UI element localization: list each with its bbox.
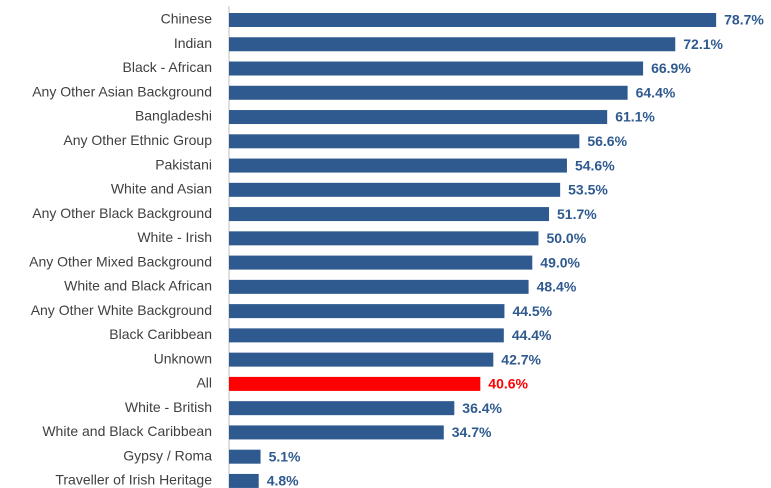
bar [229, 85, 628, 100]
category-label: Indian [174, 35, 212, 51]
bar [229, 182, 561, 197]
value-label: 61.1% [615, 109, 655, 125]
category-label: White and Black Caribbean [42, 423, 212, 439]
bar [229, 231, 539, 246]
category-label: Bangladeshi [135, 108, 212, 124]
category-label: Any Other Mixed Background [29, 253, 212, 269]
bar [229, 255, 533, 270]
value-label: 66.9% [651, 60, 691, 76]
category-label: Unknown [154, 350, 212, 366]
value-label: 44.4% [512, 327, 552, 343]
value-label: 78.7% [724, 12, 764, 28]
value-label: 53.5% [568, 182, 608, 198]
value-label: 40.6% [488, 376, 528, 392]
category-label: Any Other Black Background [32, 205, 212, 221]
bar [229, 328, 504, 343]
bar [229, 279, 529, 294]
value-label: 64.4% [636, 84, 676, 100]
value-label: 44.5% [512, 303, 552, 319]
value-label: 48.4% [537, 279, 577, 295]
category-label: White and Black African [64, 278, 212, 294]
bar [229, 207, 550, 222]
value-label: 56.6% [587, 133, 627, 149]
category-label: Any Other Ethnic Group [63, 132, 212, 148]
value-label: 49.0% [540, 254, 580, 270]
bar [229, 425, 444, 440]
bar [229, 304, 505, 319]
category-label: Black Caribbean [109, 326, 212, 342]
category-label: White - British [125, 399, 212, 415]
bar [229, 110, 608, 125]
category-label: Chinese [161, 11, 213, 27]
value-label: 34.7% [452, 424, 492, 440]
category-label: Traveller of Irish Heritage [55, 472, 212, 488]
category-label: Pakistani [155, 156, 212, 172]
bar [229, 13, 717, 27]
bar [229, 61, 644, 76]
bar [229, 376, 481, 391]
value-label: 54.6% [575, 157, 615, 173]
category-label: Any Other White Background [31, 302, 212, 318]
value-label: 36.4% [462, 400, 502, 416]
category-label: All [196, 375, 212, 391]
value-label: 51.7% [557, 206, 597, 222]
bar [229, 449, 261, 464]
value-label: 42.7% [501, 351, 541, 367]
category-label: White - Irish [137, 229, 212, 245]
bar [229, 473, 259, 488]
category-label: Black - African [123, 59, 212, 75]
bar [229, 37, 676, 52]
value-label: 5.1% [269, 448, 301, 464]
bar [229, 158, 567, 173]
bar [229, 134, 580, 149]
value-label: 72.1% [683, 36, 723, 52]
category-label: White and Asian [111, 181, 212, 197]
bar [229, 352, 494, 367]
value-label: 50.0% [546, 230, 586, 246]
category-label: Gypsy / Roma [123, 447, 212, 463]
category-label: Any Other Asian Background [32, 83, 212, 99]
bar [229, 401, 455, 416]
value-label: 4.8% [267, 473, 299, 488]
